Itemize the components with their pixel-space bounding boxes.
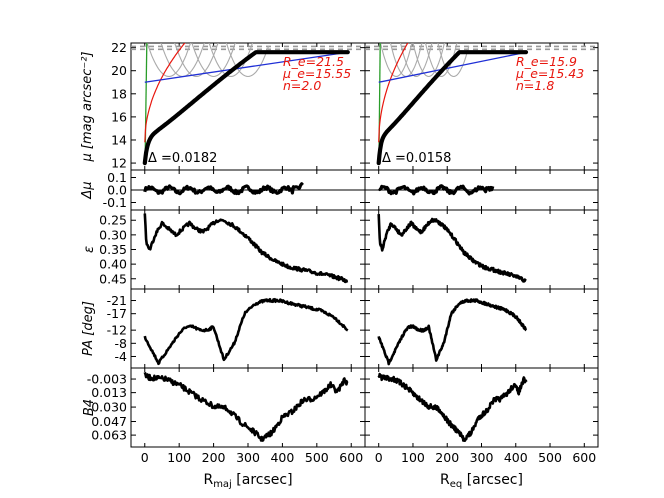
gaussian-component-line xyxy=(146,43,192,77)
y-axis-label-dmu: Δμ xyxy=(80,181,95,199)
fit-delta-label-right: Δ =0.0158 xyxy=(382,151,451,166)
xtick-label: 300 xyxy=(470,450,494,465)
ytick-label-b4: 0.063 xyxy=(91,428,127,443)
eps-profile-line-right xyxy=(377,214,528,283)
sersic-component-line xyxy=(144,43,186,143)
sersic-component-line xyxy=(378,43,409,143)
x-axis-label-left: Rmaj [arcsec] xyxy=(203,472,292,490)
ytick-label-pa: -17 xyxy=(107,306,127,321)
ytick-label-b4: -0.003 xyxy=(87,372,127,387)
ytick-label-pa: -8 xyxy=(115,336,128,351)
xtick-label: 400 xyxy=(504,450,528,465)
xtick-label: 600 xyxy=(339,450,363,465)
surface-brightness-profile-line xyxy=(142,50,350,166)
b4-profile-line-left xyxy=(143,371,349,442)
ytick-label-mu: 18 xyxy=(111,86,127,101)
ytick-label-pa: -12 xyxy=(107,323,127,338)
mu-panel-data-left xyxy=(131,43,365,166)
gaussian-component-line xyxy=(389,43,423,77)
gaussian-component-line xyxy=(191,43,236,78)
panel-frame-eps-right xyxy=(364,209,599,290)
y-axis-label-eps: ε xyxy=(82,246,97,253)
ytick-label-eps: 0.35 xyxy=(99,242,127,257)
residual-line-left xyxy=(143,182,304,196)
eps-profile-line-left xyxy=(143,213,349,284)
x-axis-label-right: Req [arcsec] xyxy=(440,472,523,490)
y-axis-label-pa: PA [deg] xyxy=(81,301,96,356)
ytick-label-eps: 0.45 xyxy=(99,271,127,286)
xtick-label: 200 xyxy=(435,450,459,465)
ytick-label-dmu: -0.1 xyxy=(103,195,127,210)
ytick-label-mu: 20 xyxy=(111,63,127,78)
gaussian-component-line xyxy=(437,43,470,78)
data-layer xyxy=(131,43,598,442)
xtick-label: 200 xyxy=(202,450,226,465)
xtick-label: 600 xyxy=(572,450,596,465)
gaussian-component-line xyxy=(424,43,458,77)
fit-re-label-right: R_e=15.9 xyxy=(516,54,577,69)
ytick-label-mu: 16 xyxy=(111,109,127,124)
ytick-label-eps: 0.30 xyxy=(99,227,127,242)
ytick-label-mu: 12 xyxy=(111,156,127,171)
fit-mu-label-right: μ_e=15.43 xyxy=(515,66,584,81)
pa-profile-line-left xyxy=(143,297,349,366)
gaussian-component-line xyxy=(208,43,253,77)
gaussian-component-line xyxy=(379,43,413,77)
gaussian-component-line xyxy=(174,43,219,77)
fit-delta-label-left: Δ =0.0182 xyxy=(148,151,217,166)
gaussian-component-line xyxy=(225,43,270,78)
mu-panel-data-right xyxy=(365,43,598,166)
gaussian-component-line xyxy=(160,43,205,77)
ytick-label-mu: 14 xyxy=(111,132,127,147)
xtick-label: 100 xyxy=(167,450,191,465)
ytick-label-pa: -4 xyxy=(115,349,128,364)
ytick-label-dmu: 0.0 xyxy=(107,183,127,198)
fit-n-label-right: n=1.8 xyxy=(516,78,554,93)
panel-frames xyxy=(130,42,599,448)
xtick-label: 0 xyxy=(141,450,149,465)
ytick-label-eps: 0.25 xyxy=(99,213,127,228)
fit-mu-label-left: μ_e=15.55 xyxy=(282,66,351,81)
xtick-label: 500 xyxy=(305,450,329,465)
ytick-label-mu: 22 xyxy=(111,40,127,55)
disk-component-line xyxy=(144,51,348,83)
surface-brightness-profile-line xyxy=(376,50,529,166)
ytick-label-b4: 0.047 xyxy=(91,414,127,429)
xtick-label: 100 xyxy=(401,450,425,465)
xtick-label: 300 xyxy=(236,450,260,465)
b4-profile-line-right xyxy=(377,372,528,442)
gaussian-component-line xyxy=(399,43,433,77)
text-layer: 121416182022-0.10.00.10.250.300.350.400.… xyxy=(80,40,596,490)
y-axis-label-mu: μ [mag arcsec⁻²] xyxy=(80,51,95,162)
ytick-label-eps: 0.40 xyxy=(99,257,127,272)
pa-profile-line-right xyxy=(377,298,528,366)
ytick-label-b4: 0.030 xyxy=(91,400,127,415)
xtick-label: 400 xyxy=(270,450,294,465)
ytick-label-dmu: 0.1 xyxy=(107,170,127,185)
y-axis-label-b4: B4 xyxy=(82,399,97,416)
ytick-label-b4: 0.013 xyxy=(91,385,127,400)
residual-line-right xyxy=(377,184,495,196)
ytick-label-pa: -21 xyxy=(107,293,127,308)
fit-n-label-left: n=2.0 xyxy=(283,78,321,93)
fit-re-label-left: R_e=21.5 xyxy=(283,54,344,69)
disk-component-line xyxy=(378,51,527,83)
gaussian-component-line xyxy=(412,43,445,78)
xtick-label: 500 xyxy=(538,450,562,465)
xtick-label: 0 xyxy=(375,450,383,465)
panel-frame-pa-left xyxy=(130,288,366,369)
